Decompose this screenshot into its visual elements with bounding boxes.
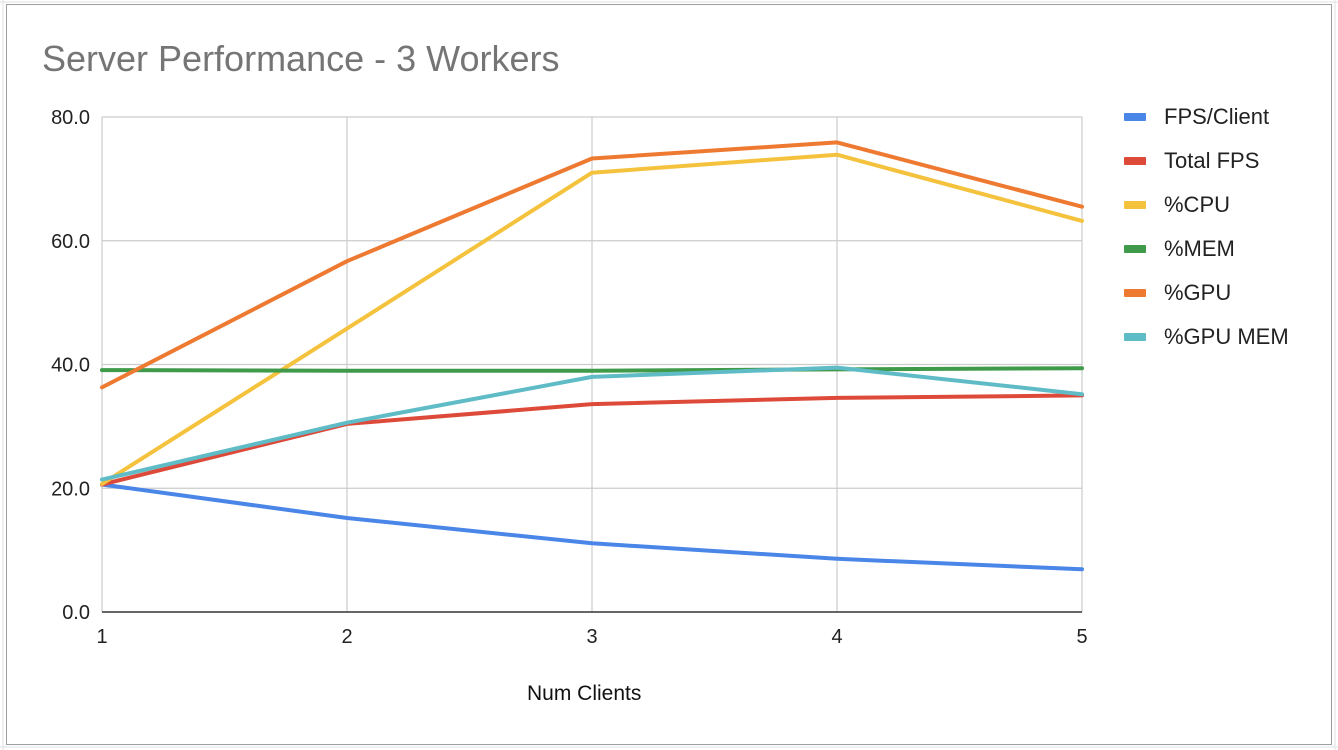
series-line-mem[interactable] [100, 366, 1084, 373]
y-tick-label: 60.0 [51, 231, 90, 253]
legend-label: FPS/Client [1164, 104, 1270, 129]
y-tick-label: 20.0 [51, 478, 90, 500]
legend-label: %MEM [1164, 236, 1235, 261]
y-tick-label: 40.0 [51, 355, 90, 377]
x-axis-title: Num Clients [527, 682, 642, 705]
x-tick-label: 4 [831, 626, 842, 648]
x-tick-label: 3 [586, 626, 597, 648]
x-tick-label: 2 [341, 626, 352, 648]
y-tick-label: 0.0 [62, 602, 90, 624]
series-lines [100, 140, 1084, 572]
series-line-fps-client[interactable] [100, 482, 1084, 572]
x-axis-tick-labels: 1 2 3 4 5 [96, 626, 1087, 648]
chart-title: Server Performance - 3 Workers [42, 38, 560, 79]
legend-swatch [1124, 333, 1146, 341]
y-tick-label: 80.0 [51, 107, 90, 129]
y-axis-tick-labels: 0.0 20.0 40.0 60.0 80.0 [51, 107, 90, 624]
series-line-gpu-mem[interactable] [100, 365, 1084, 482]
x-tick-label: 1 [96, 626, 107, 648]
legend-swatch [1124, 245, 1146, 253]
grid-lines [101, 116, 1083, 612]
legend-label: %GPU MEM [1164, 324, 1289, 349]
series-line-total-fps[interactable] [100, 393, 1084, 487]
legend-swatch [1124, 201, 1146, 209]
legend-swatch [1124, 157, 1146, 165]
x-tick-label: 5 [1076, 626, 1087, 648]
series-line-gpu[interactable] [100, 140, 1084, 390]
series-line-cpu[interactable] [100, 152, 1084, 486]
legend-label: %CPU [1164, 192, 1231, 217]
legend-label: Total FPS [1164, 148, 1260, 173]
legend-label: %GPU [1164, 280, 1232, 305]
legend-swatch [1124, 289, 1146, 297]
legend-swatch [1124, 113, 1146, 121]
